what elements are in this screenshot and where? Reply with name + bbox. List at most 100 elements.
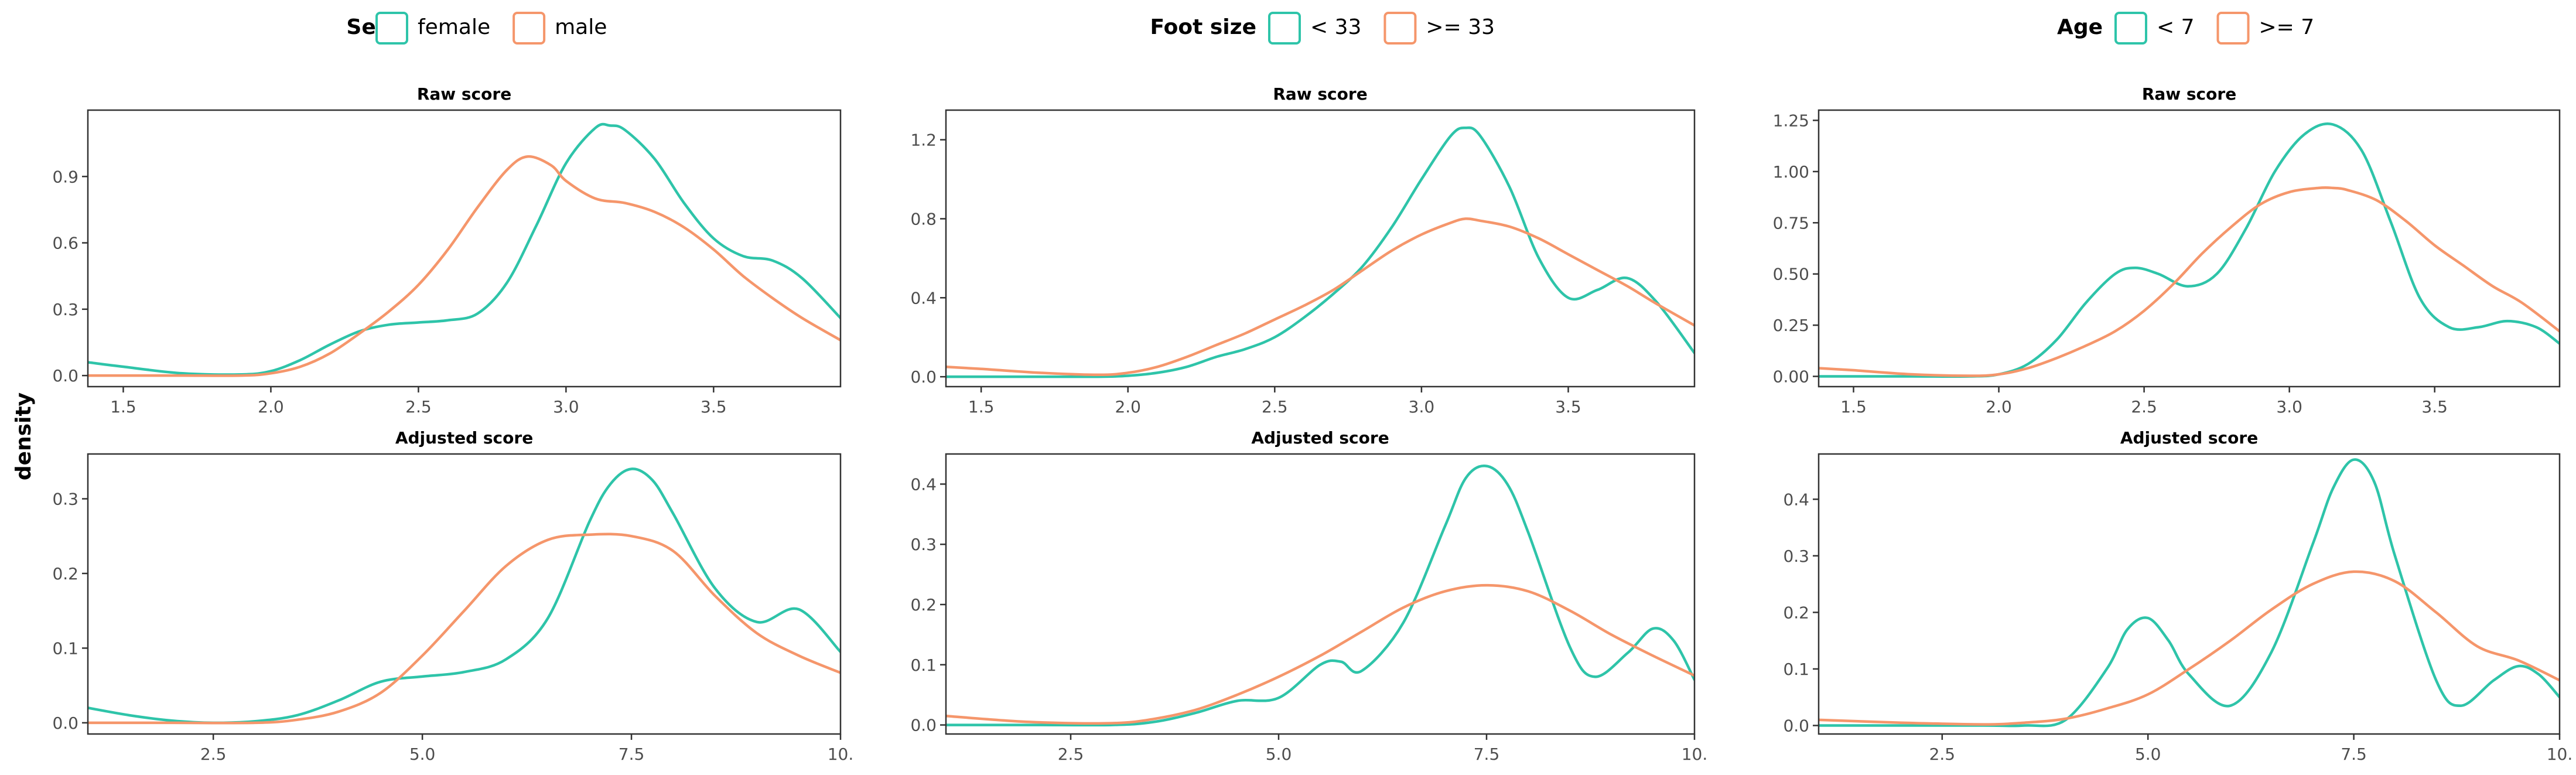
legend-swatch <box>1383 12 1417 45</box>
x-tick-label: 3.5 <box>1555 397 1581 416</box>
legend-swatch <box>2216 12 2250 45</box>
x-tick-label: 1.5 <box>110 397 136 416</box>
y-tick-label: 0.1 <box>52 639 78 658</box>
plot-area <box>88 467 841 725</box>
legend-swatch <box>1268 12 1301 45</box>
y-tick-label: 0.3 <box>1783 547 1809 566</box>
x-tick-label: 1.5 <box>968 397 995 416</box>
y-tick-label: 0.1 <box>910 655 937 675</box>
panel-title: Adjusted score <box>395 428 533 448</box>
y-tick-label: 0.0 <box>52 366 78 385</box>
y-tick-label: 0.25 <box>1773 316 1809 335</box>
panel-adjusted: Adjusted score 0.0 0.1 0.2 0.3 0.4 2.5 5.0 7.5 10… <box>1783 428 2572 764</box>
panel-raw: Raw score 0.00 0.25 0.50 0.75 1.00 1.25 1.5 2.0 2… <box>1773 84 2561 416</box>
panel-frame <box>87 109 842 388</box>
y-tick-label: 0.3 <box>910 535 937 554</box>
y-tick-label: 0.1 <box>1783 660 1809 679</box>
y-tick-label: 0.6 <box>52 234 78 253</box>
y-axis-label: density <box>12 392 36 480</box>
plot-area <box>88 122 841 377</box>
y-tick-label: 0.2 <box>910 595 937 614</box>
x-tick-label: 7.5 <box>619 745 645 764</box>
x-tick-label: 3.0 <box>2276 397 2302 416</box>
y-tick-label: 0.0 <box>910 367 937 387</box>
series-line <box>946 126 1694 378</box>
y-tick-label: 0.4 <box>1783 490 1809 509</box>
y-tick-label: 0.50 <box>1773 265 1809 284</box>
series-line <box>88 155 841 377</box>
x-tick-label: 10. <box>1682 745 1708 764</box>
legend: Age < 7 >= 7 <box>2057 12 2315 45</box>
y-tick-label: 0.3 <box>52 300 78 319</box>
legend-label: < 7 <box>2157 15 2195 39</box>
legend-swatch <box>375 12 408 45</box>
legend-label: female <box>418 15 490 39</box>
plot-area <box>1819 122 2560 378</box>
legend-swatch <box>2114 12 2147 45</box>
series-line <box>88 122 841 376</box>
panel-title: Raw score <box>2142 84 2236 104</box>
y-tick-label: 0.4 <box>910 288 937 308</box>
series-line <box>946 465 1694 727</box>
plot-area <box>1819 458 2560 728</box>
x-tick-label: 1.5 <box>1840 397 1867 416</box>
panel-frame <box>945 109 1696 388</box>
x-tick-label: 5.0 <box>1266 745 1292 764</box>
legend-title: Foot size <box>1150 15 1256 39</box>
panel-adjusted: Adjusted score 0.0 0.1 0.2 0.3 0.4 2.5 5.0 7.5 10… <box>910 428 1707 764</box>
panel-title: Adjusted score <box>2120 428 2258 448</box>
panel-adjusted: Adjusted score 0.0 0.1 0.2 0.3 2.5 5.0 7.5 10. <box>52 428 853 764</box>
legend-label: >= 33 <box>1426 15 1495 39</box>
panel-raw: Raw score 0.0 0.3 0.6 0.9 1.5 2.0 2.5 3.0 3.5 <box>52 84 842 416</box>
x-tick-label: 5.0 <box>409 745 436 764</box>
panel-raw: Raw score 0.0 0.4 0.8 1.2 1.5 2.0 2.5 3.0 3.5 <box>910 84 1696 416</box>
x-tick-label: 2.5 <box>1262 397 1288 416</box>
x-tick-label: 7.5 <box>2341 745 2367 764</box>
y-tick-label: 0.0 <box>52 713 78 733</box>
panel-frame <box>1817 109 2561 388</box>
x-tick-label: 3.0 <box>553 397 579 416</box>
y-tick-label: 0.0 <box>1783 716 1809 736</box>
panel-title: Adjusted score <box>1251 428 1389 448</box>
y-tick-label: 1.25 <box>1773 111 1809 130</box>
legend: Foot size < 33 >= 33 <box>1150 12 1495 45</box>
legend-label: >= 7 <box>2259 15 2315 39</box>
panel-title: Raw score <box>1273 84 1367 104</box>
legend: Sex female male <box>346 12 607 45</box>
legend-label: < 33 <box>1310 15 1361 39</box>
x-tick-label: 3.0 <box>1409 397 1435 416</box>
panel-title: Raw score <box>417 84 511 104</box>
x-tick-label: 10. <box>2547 745 2573 764</box>
y-tick-label: 0.00 <box>1773 367 1809 387</box>
x-tick-label: 3.5 <box>2421 397 2448 416</box>
legend-label: male <box>555 15 607 39</box>
y-tick-label: 0.4 <box>910 474 937 494</box>
plot-area <box>946 126 1694 378</box>
x-tick-label: 2.0 <box>258 397 284 416</box>
x-tick-label: 2.0 <box>1115 397 1141 416</box>
series-line <box>946 217 1694 377</box>
chart-group-3: Age < 7 >= 7 Raw score 0.00 0.25 0.50 0.75 1.00 1… <box>1773 12 2572 764</box>
y-tick-label: 1.2 <box>910 131 937 150</box>
y-tick-label: 0.8 <box>910 209 937 228</box>
plot-area <box>946 465 1694 727</box>
y-tick-label: 0.2 <box>1783 603 1809 622</box>
x-tick-label: 10. <box>828 745 854 764</box>
series-line <box>88 532 841 725</box>
chart-group-2: Foot size < 33 >= 33 Raw score 0.0 0.4 0.8 1.2 1… <box>910 12 1707 764</box>
series-line <box>1819 458 2560 728</box>
x-tick-label: 2.5 <box>200 745 227 764</box>
legend-title: Age <box>2057 15 2103 39</box>
x-tick-label: 2.5 <box>2131 397 2157 416</box>
y-tick-label: 0.2 <box>52 564 78 583</box>
panel-frame <box>87 453 842 735</box>
panel-frame <box>945 453 1696 735</box>
panel-frame <box>1817 453 2561 735</box>
y-tick-label: 0.3 <box>52 489 78 508</box>
x-tick-label: 2.5 <box>1929 745 1956 764</box>
series-line <box>1819 186 2560 377</box>
x-tick-label: 2.5 <box>1058 745 1084 764</box>
x-tick-label: 2.5 <box>405 397 432 416</box>
